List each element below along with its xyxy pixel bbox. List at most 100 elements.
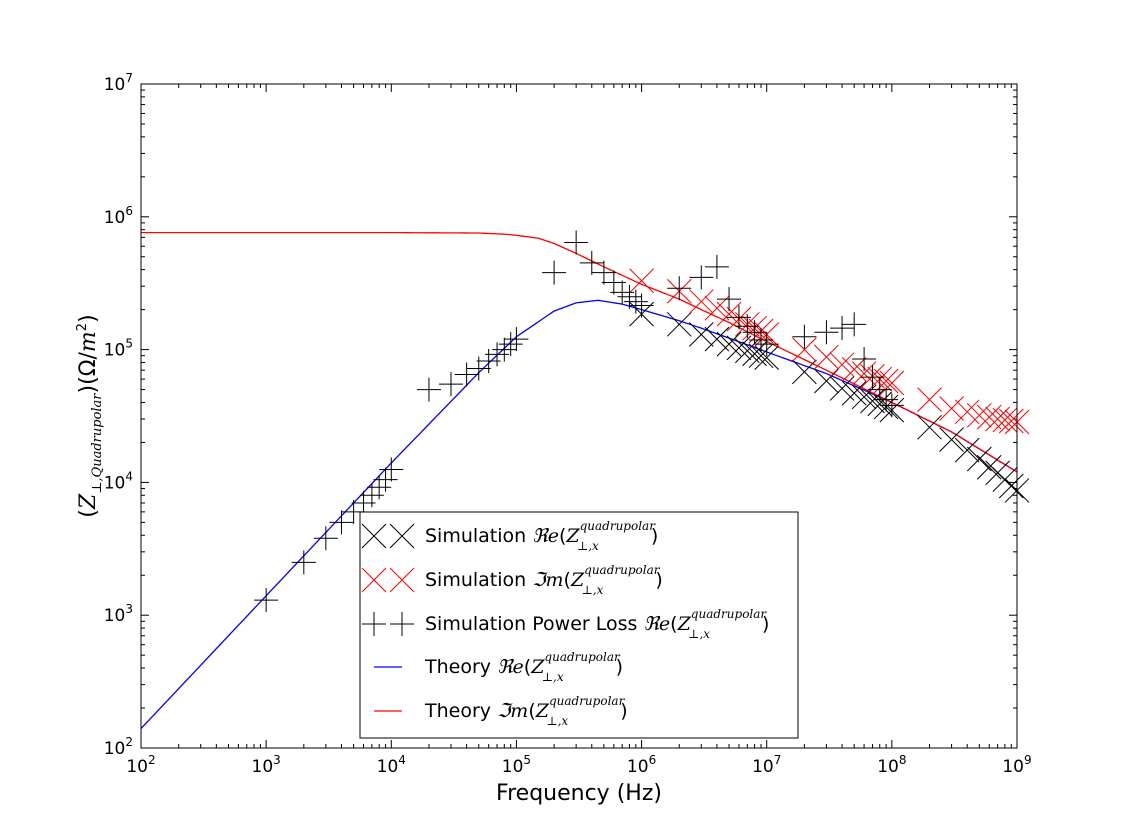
data-point — [917, 387, 942, 412]
ticks-layer — [140, 83, 1018, 749]
y-axis-title: (Z⊥,Quadrupolar)(Ω/m2) — [75, 314, 105, 517]
data-point — [879, 370, 905, 396]
series-3 — [140, 299, 1018, 730]
tick-labels-layer: 102 103 104 105 106 107 108 109 102 103 104 105 106 1… — [104, 71, 1032, 777]
data-point — [291, 550, 316, 575]
data-point — [373, 467, 398, 492]
data-point — [852, 346, 877, 371]
data-point — [329, 510, 354, 535]
data-point — [842, 312, 867, 337]
data-point — [939, 396, 964, 421]
y-tick-label: 107 — [104, 71, 133, 95]
data-point — [667, 276, 692, 301]
data-point — [998, 408, 1024, 434]
x-axis-title: Frequency (Hz) — [496, 781, 662, 806]
y-tick-label: 105 — [104, 337, 133, 361]
data-point — [954, 437, 980, 463]
data-point — [716, 301, 742, 327]
data-point — [814, 320, 839, 345]
data-point — [454, 362, 479, 387]
data-point — [542, 260, 567, 285]
y-tick-label: 106 — [104, 204, 133, 228]
x-tick-label: 102 — [126, 753, 155, 777]
legend: Simulation ℜe(Zquadrupolar ⊥,x) Simulation… — [359, 511, 799, 739]
legend-label: Theory ℜe(Zquadrupolar ⊥,x) — [424, 650, 623, 684]
data-point — [792, 324, 817, 349]
data-point — [939, 427, 964, 452]
x-tick-label: 108 — [877, 753, 906, 777]
data-point — [841, 380, 867, 406]
data-point — [498, 332, 523, 357]
data-point — [416, 377, 441, 402]
data-point — [379, 457, 404, 482]
data-layer — [140, 230, 1030, 730]
y-tick-label: 102 — [104, 735, 133, 759]
data-point — [966, 402, 992, 428]
x-tick-label: 105 — [502, 753, 531, 777]
legend-entry-1: Simulation ℑm(Zquadrupolar ⊥,x) — [361, 563, 663, 597]
data-point — [688, 322, 714, 347]
series-0 — [629, 301, 1030, 503]
x-tick-label: 103 — [252, 753, 281, 777]
data-point — [829, 376, 855, 401]
data-point — [792, 337, 817, 362]
data-point — [734, 338, 760, 364]
data-point — [966, 446, 992, 472]
legend-marker-swatch — [361, 523, 387, 549]
data-point — [917, 414, 942, 440]
legend-label: Simulation ℑm(Zquadrupolar ⊥,x) — [425, 563, 663, 597]
data-point — [748, 343, 774, 369]
x-tick-label: 104 — [377, 753, 406, 777]
data-point — [860, 365, 885, 390]
x-tick-label: 109 — [1002, 753, 1031, 777]
data-point — [564, 230, 589, 255]
legend-label: Theory ℑm(Zquadrupolar ⊥,x) — [424, 694, 628, 728]
data-point — [666, 311, 692, 337]
data-point — [754, 345, 780, 370]
legend-entry-4: Theory ℑm(Zquadrupolar ⊥,x) — [374, 694, 628, 728]
data-point — [617, 284, 642, 309]
data-point — [629, 293, 654, 318]
legend-frame — [359, 511, 799, 739]
legend-entry-2: Simulation Power Loss ℜe(Zquadrupolar ⊥,x… — [362, 607, 769, 641]
legend-marker-swatch — [390, 612, 414, 636]
data-point — [754, 332, 779, 357]
legend-marker-swatch — [362, 612, 386, 636]
data-point — [829, 352, 855, 378]
data-point — [688, 289, 714, 314]
series-line — [140, 299, 1018, 730]
data-point — [504, 327, 529, 352]
data-point — [976, 454, 1002, 480]
data-point — [792, 359, 817, 385]
legend-rows: Simulation ℜe(Zquadrupolar ⊥,x) Simulation… — [361, 519, 769, 728]
data-point — [830, 316, 855, 341]
data-point — [704, 295, 730, 321]
data-point — [814, 344, 839, 370]
data-point — [867, 377, 892, 402]
data-point — [735, 314, 760, 339]
legend-marker-swatch — [361, 567, 387, 593]
x-tick-label: 106 — [627, 753, 656, 777]
data-point — [313, 526, 338, 551]
data-point — [814, 368, 839, 394]
y-tick-label: 103 — [104, 602, 133, 626]
data-point — [748, 328, 773, 353]
data-point — [579, 250, 604, 275]
legend-entry-3: Theory ℜe(Zquadrupolar ⊥,x) — [374, 650, 623, 684]
data-point — [717, 287, 742, 312]
data-point — [629, 268, 654, 294]
data-point — [976, 404, 1002, 430]
data-point — [879, 393, 904, 418]
data-point — [998, 473, 1024, 499]
data-point — [623, 289, 648, 314]
data-point — [867, 391, 893, 417]
legend-label: Simulation Power Loss ℜe(Zquadrupolar ⊥,x… — [425, 607, 769, 641]
data-point — [704, 254, 729, 279]
x-tick-label: 107 — [752, 753, 781, 777]
legend-entry-0: Simulation ℜe(Zquadrupolar ⊥,x) — [361, 519, 658, 553]
data-point — [689, 265, 714, 290]
data-point — [726, 335, 752, 361]
legend-marker-swatch — [389, 567, 415, 593]
